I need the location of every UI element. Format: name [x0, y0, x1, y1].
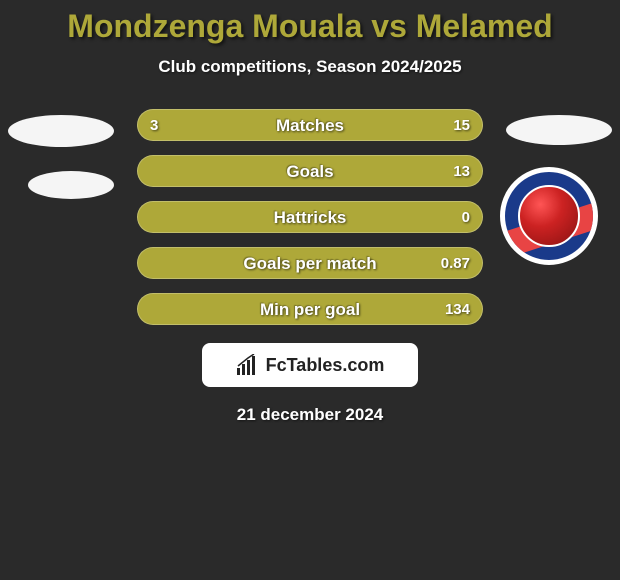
- stat-label: Goals per match: [138, 248, 482, 278]
- stats-area: 3 Matches 15 Goals 13 Hattricks 0 Goals …: [0, 109, 620, 425]
- chart-bars-icon: [236, 354, 260, 376]
- player-left-avatar-2: [28, 171, 114, 199]
- stat-row-goals: Goals 13: [137, 155, 483, 187]
- stat-right-value: 15: [453, 110, 470, 142]
- club-badge: [500, 167, 598, 265]
- stat-row-goals-per-match: Goals per match 0.87: [137, 247, 483, 279]
- stat-label: Goals: [138, 156, 482, 186]
- brand-box: FcTables.com: [202, 343, 418, 387]
- stat-row-matches: 3 Matches 15: [137, 109, 483, 141]
- brand-text: FcTables.com: [266, 355, 385, 376]
- stat-right-value: 13: [453, 156, 470, 188]
- stat-label: Matches: [138, 110, 482, 140]
- stat-right-value: 0: [462, 202, 470, 234]
- date-text: 21 december 2024: [0, 405, 620, 425]
- subtitle: Club competitions, Season 2024/2025: [0, 57, 620, 77]
- badge-ball-icon: [518, 185, 580, 247]
- player-left-avatar-1: [8, 115, 114, 147]
- stat-row-min-per-goal: Min per goal 134: [137, 293, 483, 325]
- stat-right-value: 0.87: [441, 248, 470, 280]
- stat-label: Min per goal: [138, 294, 482, 324]
- infographic-container: Mondzenga Mouala vs Melamed Club competi…: [0, 0, 620, 425]
- stat-label: Hattricks: [138, 202, 482, 232]
- stat-row-hattricks: Hattricks 0: [137, 201, 483, 233]
- stat-bars: 3 Matches 15 Goals 13 Hattricks 0 Goals …: [137, 109, 483, 325]
- player-right-avatar: [506, 115, 612, 145]
- stat-right-value: 134: [445, 294, 470, 326]
- page-title: Mondzenga Mouala vs Melamed: [0, 8, 620, 45]
